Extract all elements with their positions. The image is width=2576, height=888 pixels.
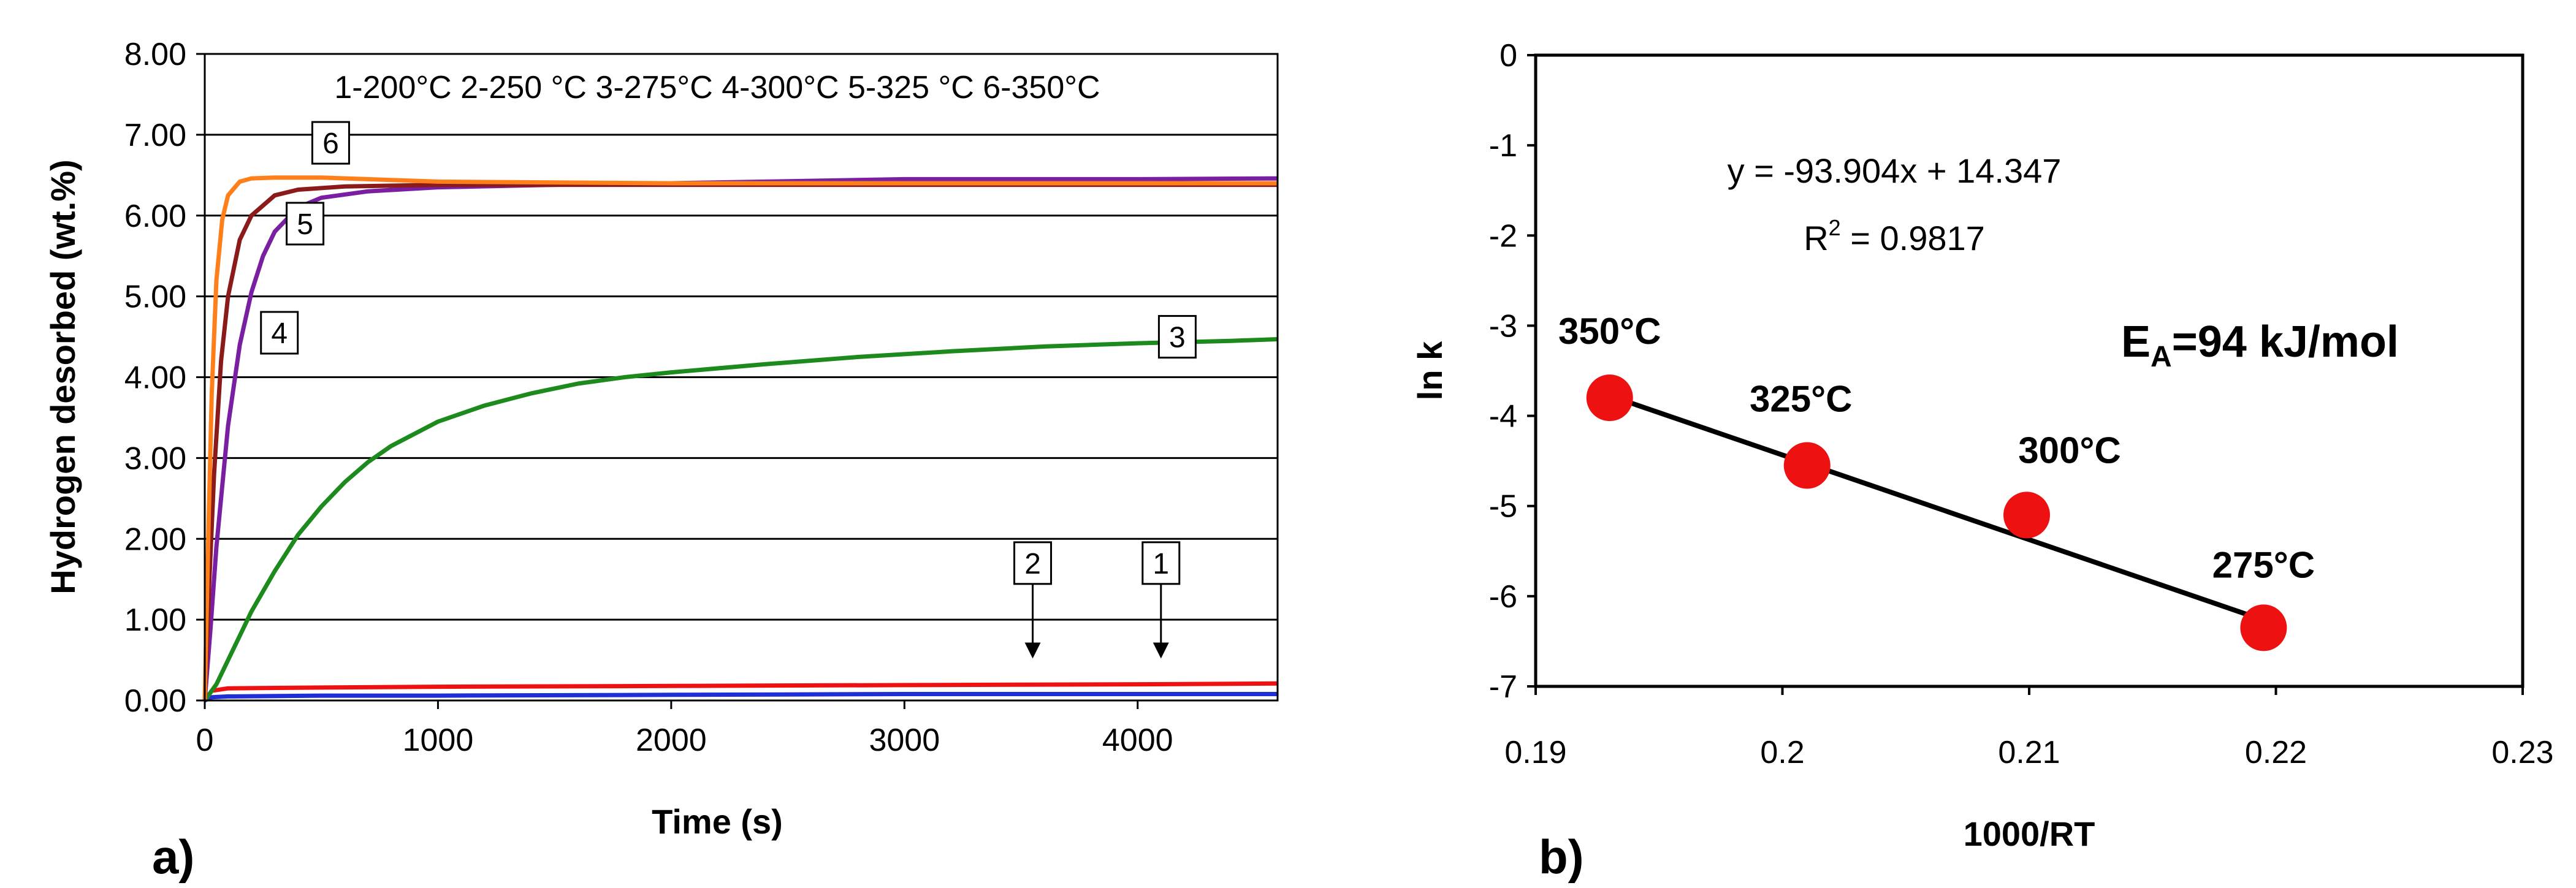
series-6-line	[202, 175, 1278, 701]
panel-b-r-squared: R2 = 0.9817	[1804, 215, 1985, 257]
panel-a-y-tick-label: 0.00	[124, 683, 186, 719]
panel-b-activation-energy: EA=94 kJ/mol	[2121, 317, 2399, 373]
data-point-275	[2240, 604, 2287, 651]
panel-a-legend-text: 1-200°C 2-250 °C 3-275°C 4-300°C 5-325 °…	[334, 70, 1100, 105]
panel-b-x-tick-label: 0.23	[2491, 735, 2553, 770]
curve-label-2: 2	[1013, 541, 1053, 659]
data-point-label: 300°C	[2018, 430, 2121, 471]
panel-a-x-axis-label: Time (s)	[652, 802, 783, 841]
panel-b-x-tick-label: 0.2	[1760, 735, 1804, 770]
panel-b-y-tick-label: -7	[1489, 669, 1517, 705]
panel-a-y-tick-label: 5.00	[124, 279, 186, 315]
panel-a-x-tick-label: 3000	[869, 723, 940, 758]
panel-a-x-tick-label: 1000	[403, 723, 474, 758]
curve-label-text: 3	[1169, 322, 1186, 354]
panel-a-y-tick-label: 3.00	[124, 441, 186, 476]
panel-b-x-axis-label: 1000/RT	[1964, 814, 2095, 853]
panel-b-y-tick-label: -3	[1489, 308, 1517, 344]
curve-label-text: 6	[322, 127, 339, 160]
curve-label-box	[286, 202, 325, 246]
pointer-arrow-head	[1024, 642, 1041, 659]
curve-label-text: 1	[1153, 548, 1169, 580]
data-point-325	[1783, 442, 1831, 489]
panel-a-y-tick-label: 8.00	[124, 37, 186, 72]
data-point-label: 275°C	[2212, 544, 2315, 585]
series-3-line	[203, 337, 1278, 702]
panel-a-x-tick-label: 0	[196, 723, 214, 758]
panel-b-y-tick-label: -2	[1489, 218, 1517, 254]
panel-b-y-tick-label: -1	[1489, 128, 1517, 164]
curve-label-6: 6	[311, 121, 350, 165]
curve-label-text: 2	[1024, 548, 1041, 580]
panel-a-y-tick-label: 1.00	[124, 602, 186, 638]
panel-a-desorption-chart: 0.00 1.00 2.00 3.00 4.00 5.00 6.00 7.00 8.00 0 10…	[44, 37, 1279, 884]
panel-b-x-tick-label: 0.22	[2245, 735, 2307, 770]
panel-b-y-tick-label: -4	[1489, 399, 1517, 435]
panel-b-fit-equation: y = -93.904x + 14.347	[1728, 151, 2062, 190]
curve-label-box	[311, 121, 350, 165]
panel-b-arrhenius-chart: 0 -1 -2 -3 -4 -5 -6 -7 0.19 0.2 0.21 0.22 0.23 350°…	[1411, 38, 2554, 884]
panel-a-label: a)	[152, 830, 194, 884]
panel-a-y-axis-label: Hydrogen desorbed (wt.%)	[44, 159, 82, 594]
panel-b-plot-frame	[1534, 53, 2525, 688]
panel-a-y-tick-label: 4.00	[124, 360, 186, 396]
pointer-arrow-head	[1153, 642, 1169, 659]
series-5-line	[202, 183, 1278, 701]
data-point-label: 325°C	[1750, 379, 1852, 420]
curve-label-1: 1	[1141, 541, 1181, 659]
series-2-line	[203, 681, 1278, 702]
series-4-line	[202, 176, 1278, 701]
panel-a-y-tick-label: 2.00	[124, 522, 186, 557]
panel-b-x-tick-label: 0.19	[1504, 735, 1566, 770]
data-point-300	[2003, 491, 2050, 539]
panel-b-y-tick-label: 0	[1499, 38, 1517, 74]
curve-label-3: 3	[1157, 315, 1197, 359]
curve-label-text: 5	[297, 208, 313, 241]
curve-label-5: 5	[286, 202, 325, 246]
panel-b-y-tick-label: -5	[1489, 489, 1517, 525]
curve-label-box	[1141, 541, 1181, 585]
curve-label-4: 4	[260, 311, 299, 355]
curve-label-text: 4	[271, 317, 288, 350]
panel-b-fit-line	[1609, 393, 2265, 623]
panel-b-y-axis-label: ln k	[1411, 341, 1449, 400]
curve-label-box	[1157, 315, 1197, 359]
panel-b-y-tick-label: -6	[1489, 579, 1517, 615]
panel-b-label: b)	[1539, 830, 1584, 884]
panel-a-y-tick-label: 6.00	[124, 199, 186, 234]
data-point-350	[1586, 374, 1633, 422]
panel-a-y-tick-label: 7.00	[124, 118, 186, 153]
series-1-line	[204, 692, 1278, 703]
panel-a-x-tick-label: 2000	[636, 723, 707, 758]
panel-b-x-tick-label: 0.21	[1998, 735, 2060, 770]
curve-label-box	[260, 311, 299, 355]
panel-a-x-tick-label: 4000	[1102, 723, 1173, 758]
data-point-label: 350°C	[1558, 311, 1661, 352]
